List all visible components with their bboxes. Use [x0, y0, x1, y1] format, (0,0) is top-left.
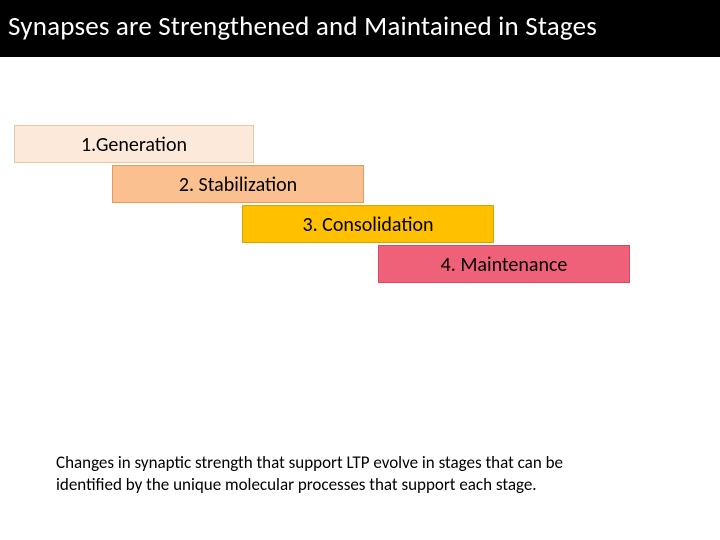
caption-text: Changes in synaptic strength that suppor…	[56, 452, 563, 496]
page-title: Synapses are Strengthened and Maintained…	[0, 0, 720, 57]
caption-line-1: Changes in synaptic strength that suppor…	[56, 452, 563, 473]
stage-maintenance: 4. Maintenance	[378, 245, 630, 283]
stage-stabilization: 2. Stabilization	[112, 165, 364, 203]
caption-line-2: identified by the unique molecular proce…	[56, 474, 537, 495]
stage-consolidation: 3. Consolidation	[242, 205, 494, 243]
stage-generation: 1.Generation	[14, 125, 254, 163]
